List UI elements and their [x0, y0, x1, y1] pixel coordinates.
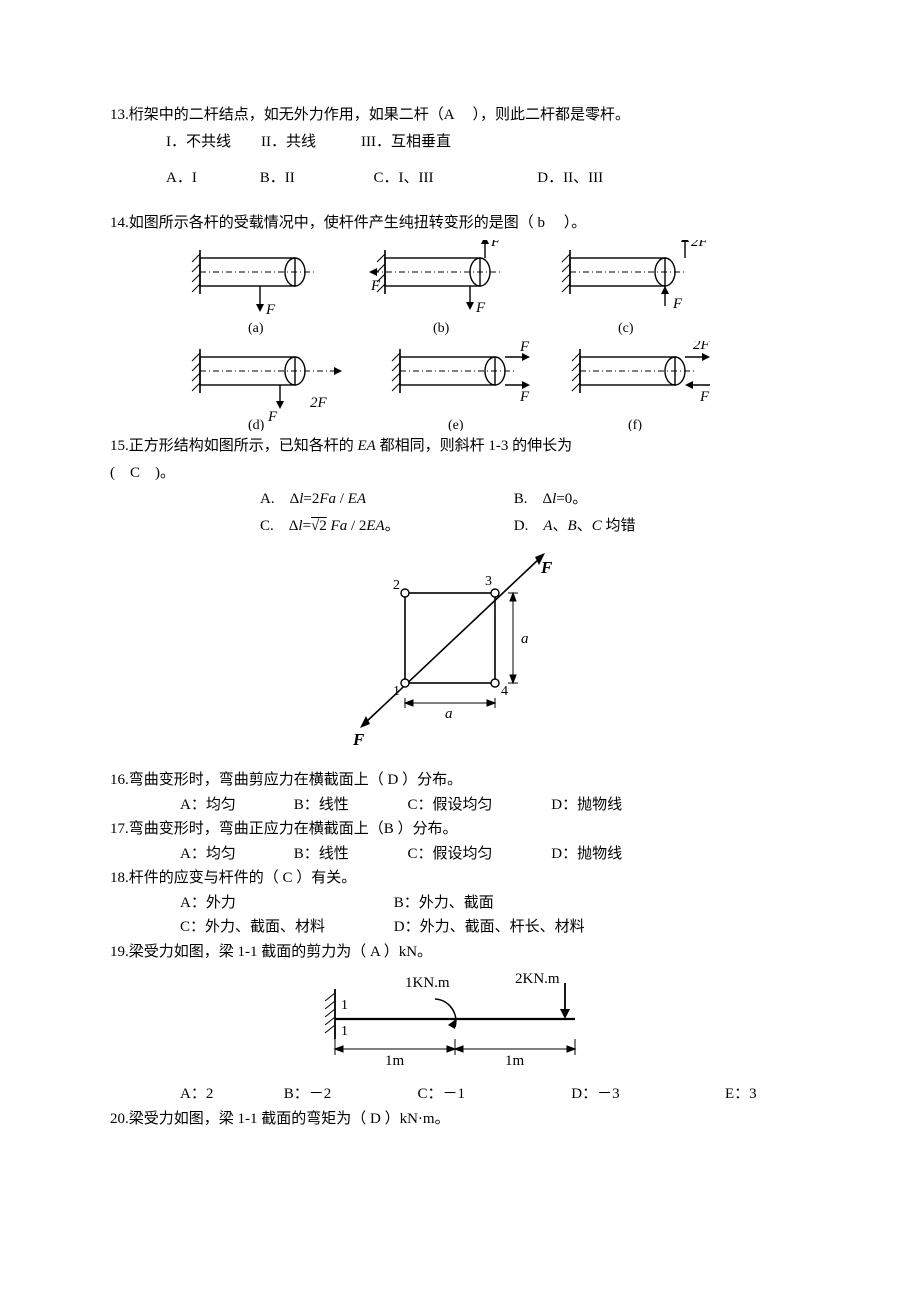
svg-text:1: 1 [341, 998, 348, 1013]
q13-opt-c: C．I、III [374, 167, 534, 190]
q20-text: 20.梁受力如图，梁 1-1 截面的弯矩为（ D ）kN·m。 [110, 1108, 810, 1131]
q15-opt-a: A. Δl=2Fa / EA [260, 488, 510, 511]
q19-opt-c: C：－1 [418, 1083, 568, 1106]
q16-opt-a: A：均匀 [180, 794, 290, 817]
svg-text:1KN.m: 1KN.m [405, 975, 450, 991]
q14-diagram-row2: F 2F (d) F F (e) [110, 341, 810, 431]
q15-text-line2: ( C )。 [110, 462, 810, 485]
q16-opt-b: B：线性 [294, 794, 404, 817]
svg-text:3: 3 [485, 574, 492, 589]
svg-text:F: F [265, 302, 276, 318]
svg-text:(c): (c) [618, 321, 634, 335]
svg-text:(b): (b) [433, 321, 450, 335]
q13-options: A．I B．II C．I、III D．II、III [110, 167, 810, 190]
q15-text-a: 15.正方形结构如图所示，已知各杆的 [110, 438, 358, 454]
svg-text:4: 4 [501, 684, 508, 699]
svg-text:(d): (d) [248, 418, 265, 431]
q17-opt-a: A：均匀 [180, 843, 290, 866]
q18-opt-c: C：外力、截面、材料 [180, 916, 390, 939]
q17-opt-c: C：假设均匀 [408, 843, 548, 866]
q18-opt-b: B：外力、截面 [394, 892, 494, 915]
q18-text: 18.杆件的应变与杆件的（ C ）有关。 [110, 867, 810, 890]
svg-text:F: F [540, 558, 553, 577]
q18-options-row2: C：外力、截面、材料 D：外力、截面、杆长、材料 [110, 916, 810, 939]
svg-text:2F: 2F [691, 240, 709, 250]
svg-text:2F: 2F [310, 395, 328, 411]
q19-opt-a: A：2 [180, 1083, 280, 1106]
q18-opt-a: A：外力 [180, 892, 390, 915]
svg-text:1m: 1m [385, 1053, 405, 1069]
svg-text:(a): (a) [248, 321, 264, 335]
svg-text:1m: 1m [505, 1053, 525, 1069]
q14-svg-row1: F (a) F F F (b) [190, 240, 730, 335]
q15-opt-b: B. Δl=0。 [514, 488, 588, 511]
svg-text:F: F [475, 300, 486, 316]
q13-sub: I．不共线 II．共线 III．互相垂直 [110, 131, 810, 154]
q17-options: A：均匀 B：线性 C：假设均匀 D：抛物线 [110, 843, 810, 866]
q15-text-b: 都相同，则斜杆 1-3 的伸长为 [376, 438, 572, 454]
q17-text: 17.弯曲变形时，弯曲正应力在横截面上（B ）分布。 [110, 818, 810, 841]
q14-diagram-row1: F (a) F F F (b) [110, 240, 810, 335]
svg-text:a: a [521, 631, 529, 647]
q14-text: 14.如图所示各杆的受载情况中，使杆件产生纯扭转变形的是图（ b ）。 [110, 212, 810, 235]
q19-options: A：2 B：－2 C：－1 D：－3 E：3 [110, 1083, 810, 1106]
svg-text:(e): (e) [448, 418, 464, 431]
svg-text:(f): (f) [628, 418, 642, 431]
q15-diagram: 2 3 1 4 F F a a [110, 543, 810, 753]
q17-opt-d: D：抛物线 [551, 843, 681, 866]
svg-text:F: F [519, 389, 530, 405]
svg-text:F: F [672, 296, 683, 312]
q13-opt-a: A．I [166, 167, 256, 190]
svg-text:F: F [699, 389, 710, 405]
svg-text:F: F [519, 341, 530, 355]
q16-opt-c: C：假设均匀 [408, 794, 548, 817]
svg-text:1: 1 [393, 684, 400, 699]
q15-text-line1: 15.正方形结构如图所示，已知各杆的 EA 都相同，则斜杆 1-3 的伸长为 [110, 435, 810, 458]
svg-text:1: 1 [341, 1024, 348, 1039]
q15-opt-d: D. A、B、C 均错 [514, 515, 636, 538]
q19-opt-e: E：3 [725, 1083, 805, 1106]
q16-opt-d: D：抛物线 [551, 794, 681, 817]
q14-svg-row2: F 2F (d) F F (e) [190, 341, 730, 431]
q15-ea: EA [358, 438, 376, 454]
q15-svg: 2 3 1 4 F F a a [345, 543, 575, 753]
svg-text:F: F [490, 240, 501, 250]
q15-opt-c: C. Δl=√2 Fa / 2EA。 [260, 515, 510, 538]
svg-text:2KN.m: 2KN.m [515, 971, 560, 987]
q18-opt-d: D：外力、截面、杆长、材料 [394, 916, 585, 939]
svg-text:F: F [370, 278, 381, 294]
svg-text:F: F [267, 409, 278, 425]
q13-text: 13.桁架中的二杆结点，如无外力作用，如果二杆（A ），则此二杆都是零杆。 [110, 104, 810, 127]
q17-opt-b: B：线性 [294, 843, 404, 866]
q16-text: 16.弯曲变形时，弯曲剪应力在横截面上（ D ）分布。 [110, 769, 810, 792]
q19-opt-b: B：－2 [284, 1083, 414, 1106]
q18-options-row1: A：外力 B：外力、截面 [110, 892, 810, 915]
svg-text:a: a [445, 706, 453, 722]
q13-opt-d: D．II、III [537, 167, 677, 190]
svg-text:2F: 2F [693, 341, 711, 353]
svg-text:F: F [352, 730, 365, 749]
q16-options: A：均匀 B：线性 C：假设均匀 D：抛物线 [110, 794, 810, 817]
q19-diagram: 1 1 1KN.m 2KN.m 1m 1m [110, 969, 810, 1079]
svg-text:2: 2 [393, 578, 400, 593]
q19-svg: 1 1 1KN.m 2KN.m 1m 1m [305, 969, 615, 1079]
q15-options: A. Δl=2Fa / EA B. Δl=0。 C. Δl=√2 Fa / 2E… [110, 488, 810, 537]
q19-text: 19.梁受力如图，梁 1-1 截面的剪力为（ A ）kN。 [110, 941, 810, 964]
q13-opt-b: B．II [260, 167, 370, 190]
q19-opt-d: D：－3 [571, 1083, 721, 1106]
